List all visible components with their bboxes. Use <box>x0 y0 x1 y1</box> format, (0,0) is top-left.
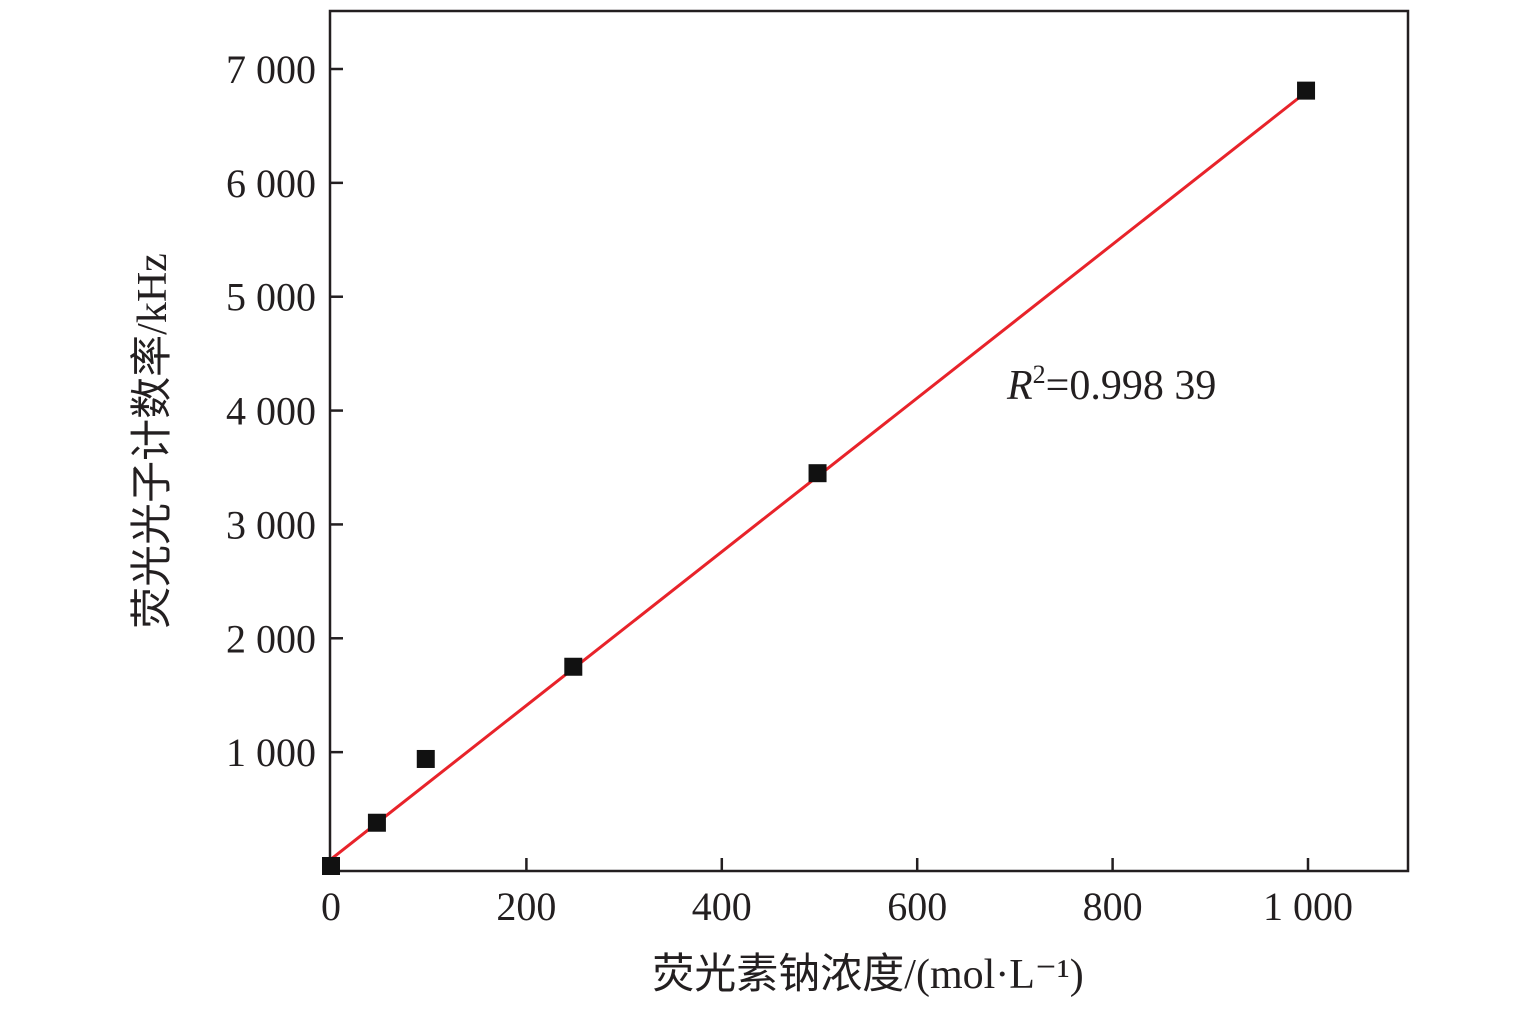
data-point <box>808 464 827 483</box>
x-tick-label: 800 <box>1083 884 1143 929</box>
x-tick-label: 400 <box>692 884 752 929</box>
data-point <box>564 657 583 676</box>
data-point <box>416 749 435 768</box>
x-tick-label: 600 <box>887 884 947 929</box>
y-axis-ticks: 1 000 2 000 3 000 4 000 5 000 6 000 7 000 <box>226 47 343 775</box>
y-tick-label: 2 000 <box>226 616 316 661</box>
x-tick-label: 1 000 <box>1263 884 1353 929</box>
y-tick-label: 3 000 <box>226 502 316 547</box>
y-tick-label: 4 000 <box>226 389 316 434</box>
data-points <box>322 81 1316 875</box>
y-tick-label: 5 000 <box>226 275 316 320</box>
x-tick-label: 200 <box>496 884 556 929</box>
annotation-r2: R2=0.998 39 <box>1006 360 1216 409</box>
y-tick-label: 6 000 <box>226 161 316 206</box>
data-point <box>1297 81 1316 100</box>
y-axis-title: 荧光光子计数率/kHz <box>129 253 176 629</box>
x-axis-ticks: 0 200 400 600 800 1 000 <box>321 858 1353 929</box>
x-tick-label: 0 <box>321 884 341 929</box>
x-axis-title: 荧光素钠浓度/(mol·L⁻¹) <box>652 952 1083 998</box>
y-tick-label: 7 000 <box>226 47 316 92</box>
y-tick-label: 1 000 <box>226 730 316 775</box>
data-point <box>322 857 340 875</box>
plot-frame <box>328 9 1410 873</box>
data-point <box>367 813 386 832</box>
